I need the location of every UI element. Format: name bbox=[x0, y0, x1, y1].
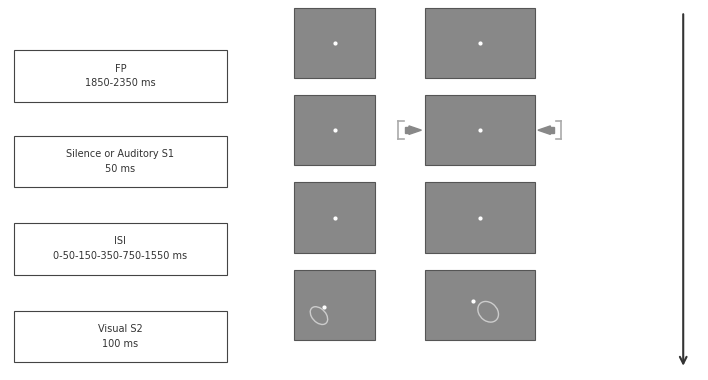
Text: ISI
0-50-150-350-750-1550 ms: ISI 0-50-150-350-750-1550 ms bbox=[53, 236, 188, 261]
Polygon shape bbox=[409, 126, 421, 135]
Bar bbox=[294, 95, 375, 165]
Bar bbox=[425, 182, 535, 253]
Bar bbox=[405, 127, 409, 133]
Text: Silence or Auditory S1
50 ms: Silence or Auditory S1 50 ms bbox=[67, 149, 174, 174]
Bar bbox=[294, 270, 375, 340]
Bar bbox=[294, 8, 375, 78]
Polygon shape bbox=[538, 126, 550, 135]
Bar bbox=[14, 50, 227, 101]
Text: Visual S2
100 ms: Visual S2 100 ms bbox=[98, 324, 143, 349]
Bar bbox=[425, 270, 535, 340]
Bar bbox=[14, 311, 227, 362]
Bar bbox=[425, 95, 535, 165]
Bar bbox=[550, 127, 554, 133]
Bar bbox=[294, 182, 375, 253]
Bar bbox=[425, 8, 535, 78]
Bar bbox=[14, 223, 227, 274]
Bar bbox=[14, 136, 227, 187]
Text: FP
1850-2350 ms: FP 1850-2350 ms bbox=[85, 63, 156, 89]
